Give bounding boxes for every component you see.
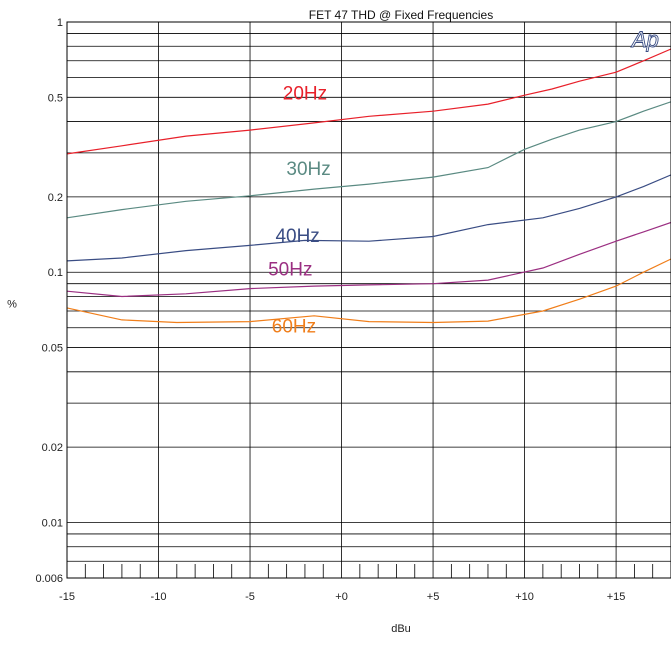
y-axis-title: % [7, 299, 17, 311]
x-tick-label: +10 [515, 591, 534, 603]
x-tick-label: -5 [245, 591, 255, 603]
x-tick-label: -15 [59, 591, 75, 603]
grid-layer [66, 21, 671, 579]
chart-title: FET 47 THD @ Fixed Frequencies [309, 8, 493, 22]
series-label-20hz: 20Hz [283, 84, 327, 105]
ap-logo: Ap [630, 27, 659, 52]
y-tick-label: 0.02 [42, 442, 63, 454]
series-label-50hz: 50Hz [268, 260, 312, 281]
series-label-30hz: 30Hz [286, 159, 330, 180]
series-line-40hz [66, 174, 671, 262]
series-line-30hz [66, 101, 671, 219]
series-line-50hz [66, 221, 671, 298]
label-layer: -15 -10 -5 +0 +5 +10 +15 1 0.5 0.2 0.1 0.05 0.02 0.01… [35, 17, 625, 603]
x-tick-label: +15 [607, 591, 626, 603]
y-tick-label: 0.5 [48, 92, 63, 104]
y-tick-label: 0.1 [48, 267, 63, 279]
y-tick-label: 0.006 [35, 573, 63, 585]
series-layer [66, 48, 671, 324]
series-line-20hz [66, 48, 671, 155]
y-tick-label: 1 [57, 17, 63, 29]
y-tick-label: 0.2 [48, 192, 63, 204]
series-label-40hz: 40Hz [275, 226, 319, 247]
x-tick-label: +0 [335, 591, 348, 603]
y-tick-label: 0.05 [42, 343, 63, 355]
x-axis-title: dBu [391, 623, 411, 635]
series-line-60hz [66, 258, 671, 324]
plot-frame [66, 21, 671, 579]
series-label-60hz: 60Hz [272, 316, 316, 337]
x-tick-label: +5 [427, 591, 440, 603]
x-tick-label: -10 [151, 591, 167, 603]
y-tick-label: 0.01 [42, 517, 63, 529]
